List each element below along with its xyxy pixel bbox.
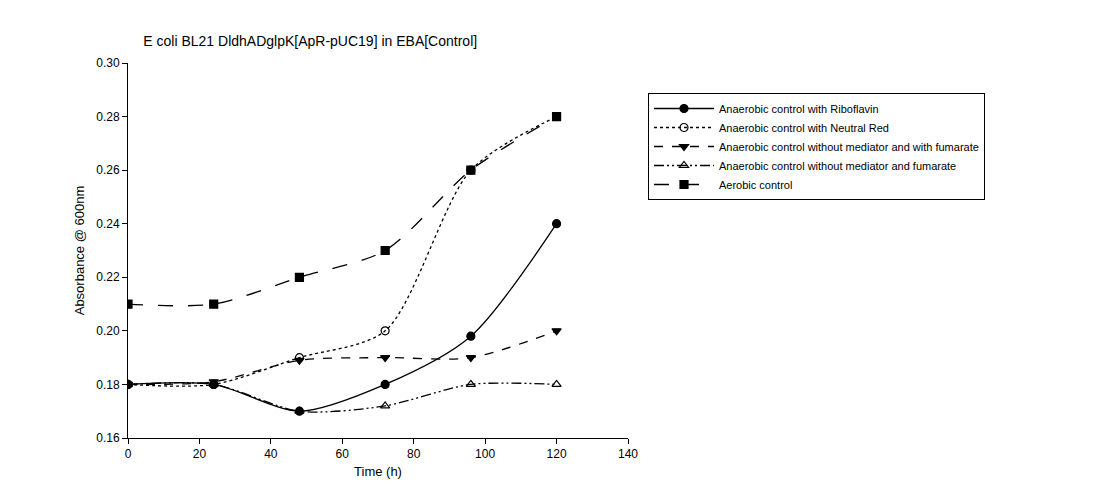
svg-text:E coli BL21 DldhADglpK[ApR-pUC: E coli BL21 DldhADglpK[ApR-pUC19] in EBA… — [143, 33, 477, 49]
svg-text:0.28: 0.28 — [96, 110, 120, 124]
svg-text:Aerobic control: Aerobic control — [719, 179, 792, 191]
svg-text:Anaerobic control with Neutral: Anaerobic control with Neutral Red — [719, 122, 889, 134]
svg-text:Anaerobic control without medi: Anaerobic control without mediator and w… — [719, 141, 979, 153]
svg-text:Anaerobic control without medi: Anaerobic control without mediator and f… — [719, 160, 956, 172]
svg-text:0.22: 0.22 — [96, 270, 120, 284]
svg-text:Time (h): Time (h) — [354, 464, 402, 479]
svg-text:0.26: 0.26 — [96, 163, 120, 177]
svg-text:0.20: 0.20 — [96, 324, 120, 338]
svg-text:0.16: 0.16 — [96, 431, 120, 445]
svg-text:100: 100 — [475, 447, 495, 461]
svg-text:20: 20 — [193, 447, 207, 461]
svg-text:0.18: 0.18 — [96, 378, 120, 392]
svg-text:0.30: 0.30 — [96, 56, 120, 70]
svg-text:60: 60 — [336, 447, 350, 461]
svg-text:0.24: 0.24 — [96, 217, 120, 231]
svg-text:0: 0 — [125, 447, 132, 461]
svg-text:120: 120 — [547, 447, 567, 461]
svg-text:80: 80 — [407, 447, 421, 461]
svg-text:Anaerobic control with Ribofla: Anaerobic control with Riboflavin — [719, 103, 879, 115]
svg-text:Absorbance @ 600nm: Absorbance @ 600nm — [72, 186, 87, 316]
svg-text:140: 140 — [618, 447, 638, 461]
svg-text:40: 40 — [264, 447, 278, 461]
